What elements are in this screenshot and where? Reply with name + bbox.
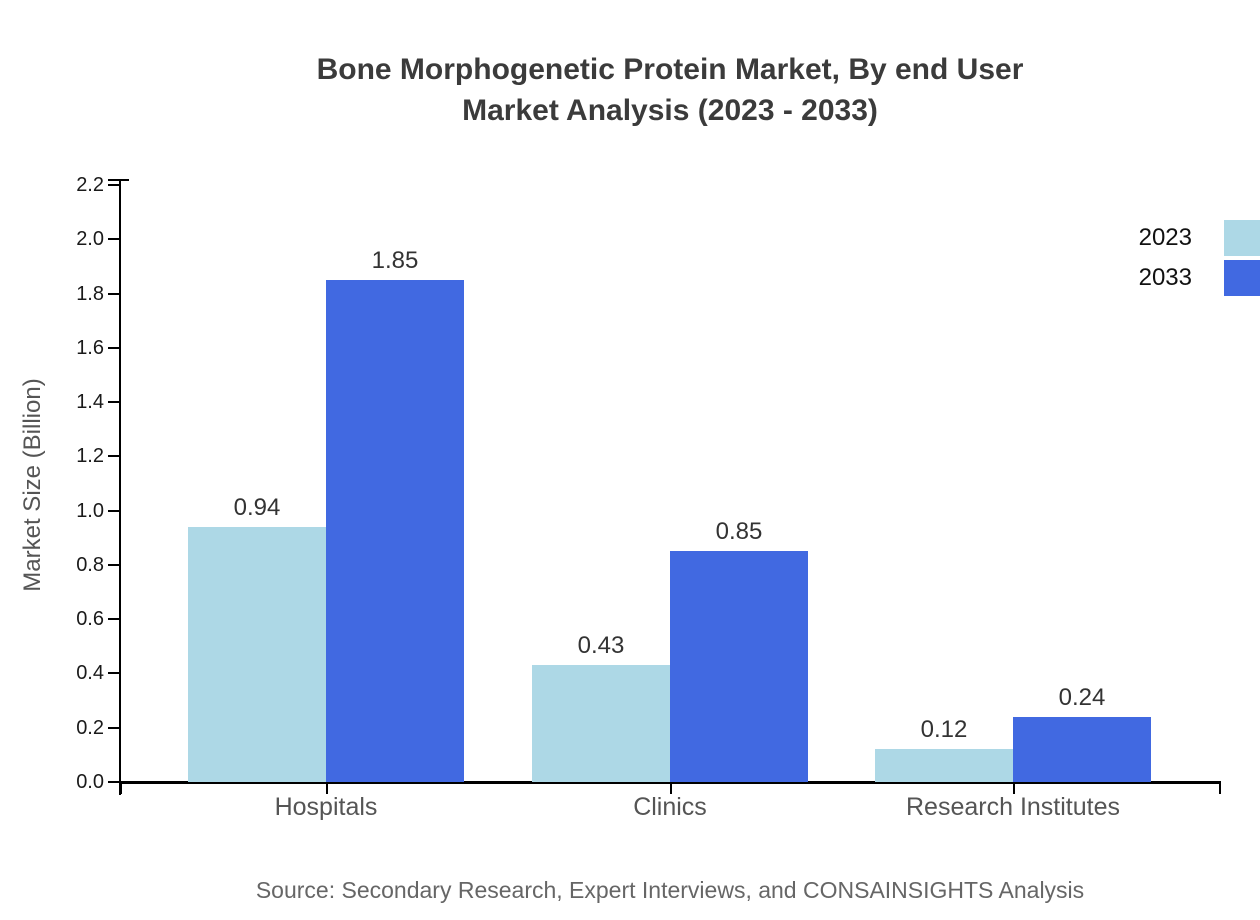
bar-value-label-2023-hospitals: 0.94	[233, 493, 281, 521]
y-axis-title: Market Size (Billion)	[19, 378, 46, 592]
y-axis-line	[119, 179, 121, 795]
bar-value-label-2023-clinics: 0.43	[577, 632, 625, 660]
y-tick	[108, 672, 121, 675]
y-tick-label: 1.6	[76, 336, 104, 359]
y-tick	[108, 509, 121, 512]
y-tick	[108, 455, 121, 458]
y-tick	[108, 346, 121, 349]
bar-value-label-2033-research-institutes: 0.24	[1058, 683, 1106, 711]
bar-2033-hospitals	[326, 279, 464, 782]
chart-title: Bone Morphogenetic Protein Market, By en…	[80, 49, 1260, 131]
y-tick-label: 1.8	[76, 282, 104, 305]
chart-title-line-2: Market Analysis (2023 - 2033)	[462, 94, 878, 127]
y-tick-label: 0.2	[76, 716, 104, 739]
y-tick-label: 0.0	[76, 771, 104, 793]
y-tick	[108, 781, 121, 783]
bar-2023-research-institutes	[875, 749, 1013, 782]
y-tick-label: 1.0	[76, 499, 104, 522]
y-tick	[108, 238, 121, 241]
bar-2033-clinics	[670, 551, 808, 782]
x-tick	[1013, 781, 1015, 794]
y-axis-top-cap-tick	[108, 179, 129, 181]
y-tick-label: 0.8	[76, 553, 104, 576]
y-tick-label: 2.0	[76, 228, 104, 251]
bar-value-label-2033-hospitals: 1.85	[371, 246, 419, 274]
bar-2023-hospitals	[188, 526, 326, 782]
chart-title-line-1: Bone Morphogenetic Protein Market, By en…	[316, 53, 1024, 86]
x-axis-end-tick	[1219, 781, 1221, 794]
y-tick	[108, 401, 121, 404]
y-tick-label: 1.4	[76, 391, 104, 414]
x-tick	[326, 781, 328, 794]
y-tick	[108, 726, 121, 729]
bar-value-label-2033-clinics: 0.85	[715, 518, 763, 546]
y-tick	[108, 618, 121, 621]
y-tick-label: 0.4	[76, 662, 104, 685]
y-tick-label: 1.2	[76, 445, 104, 468]
x-tick	[670, 781, 672, 794]
legend-swatch-2023	[1224, 220, 1260, 256]
legend-swatch-2033	[1224, 260, 1260, 296]
legend-label-2023: 2023	[1138, 224, 1192, 251]
bar-value-label-2023-research-institutes: 0.12	[920, 716, 968, 744]
source-note: Source: Secondary Research, Expert Inter…	[255, 877, 1085, 903]
category-label-hospitals: Hospitals	[274, 793, 378, 821]
legend-label-2033: 2033	[1138, 264, 1192, 291]
x-axis-end-tick	[120, 781, 122, 794]
y-tick	[108, 292, 121, 295]
category-label-clinics: Clinics	[633, 793, 707, 821]
bar-2033-research-institutes	[1013, 716, 1151, 782]
y-tick	[108, 563, 121, 566]
bar-2023-clinics	[532, 665, 670, 782]
y-tick	[108, 184, 121, 186]
category-label-research-institutes: Research Institutes	[906, 793, 1120, 821]
y-tick-label: 0.6	[76, 608, 104, 631]
y-tick-label: 2.2	[76, 174, 104, 196]
